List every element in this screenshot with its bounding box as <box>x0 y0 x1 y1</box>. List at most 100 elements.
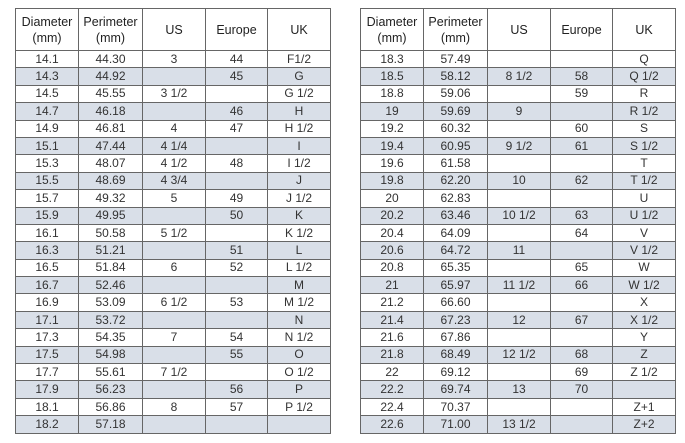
table-cell: Z <box>612 345 676 365</box>
table-cell <box>487 223 551 243</box>
table-cell: 11 1/2 <box>487 276 551 295</box>
table-cell <box>205 84 268 104</box>
table-cell: N <box>267 310 331 330</box>
table-cell: 69 <box>550 363 613 382</box>
table-cell: 53 <box>205 293 268 312</box>
table-row: 14.5 45.55 3 1/2 G 1/2 <box>15 84 331 104</box>
table-cell: H 1/2 <box>267 119 331 138</box>
table-cell: 55.61 <box>78 363 143 382</box>
table-cell: K 1/2 <box>267 223 331 243</box>
table-cell: 18.8 <box>360 84 424 104</box>
table-row: 15.5 48.69 4 3/4 J <box>15 171 331 191</box>
table-cell: 70 <box>550 380 613 399</box>
table-cell: 19.4 <box>360 136 424 156</box>
table-cell: 59.69 <box>423 102 488 121</box>
table-row: 18.1 56.86 8 57 P 1/2 <box>15 397 331 417</box>
table-cell: 17.5 <box>15 345 79 365</box>
table-cell: 51.84 <box>78 258 143 278</box>
table-cell: U 1/2 <box>612 206 676 225</box>
table-cell: 19.8 <box>360 171 424 191</box>
table-cell: 59 <box>550 84 613 104</box>
table-cell: 55 <box>205 345 268 365</box>
table-cell: 21.6 <box>360 328 424 347</box>
table-cell: 3 <box>142 49 206 69</box>
table-cell: Z 1/2 <box>612 363 676 382</box>
table-cell: 18.5 <box>360 67 424 86</box>
table-cell: 18.3 <box>360 49 424 69</box>
table-cell: 63 <box>550 206 613 225</box>
table-cell: 15.3 <box>15 154 79 173</box>
table-cell: J 1/2 <box>267 189 331 208</box>
table-cell: 45 <box>205 67 268 86</box>
column-header: Diameter (mm) <box>15 8 79 51</box>
table-cell: 20.4 <box>360 223 424 243</box>
table-cell: 16.1 <box>15 223 79 243</box>
table-cell: L 1/2 <box>267 258 331 278</box>
table-cell <box>487 258 551 278</box>
table-cell: 4 <box>142 119 206 138</box>
table-cell <box>550 328 613 347</box>
table-cell <box>550 154 613 173</box>
table-row: 16.1 50.58 5 1/2 K 1/2 <box>15 223 331 243</box>
table-cell: 46.81 <box>78 119 143 138</box>
table-cell: 8 <box>142 397 206 417</box>
table-cell: 61.58 <box>423 154 488 173</box>
table-cell: 48.69 <box>78 171 143 191</box>
table-cell: 11 <box>487 241 551 260</box>
table-row: 18.3 57.49 Q <box>360 49 676 69</box>
table-cell: 62.83 <box>423 189 488 208</box>
table-cell: 20.6 <box>360 241 424 260</box>
table-cell: 19.2 <box>360 119 424 138</box>
table-row: 18.2 57.18 <box>15 415 331 434</box>
column-header: Europe <box>205 8 268 51</box>
table-cell: 14.3 <box>15 67 79 86</box>
table-cell: 6 1/2 <box>142 293 206 312</box>
table-cell: T <box>612 154 676 173</box>
header-row: Diameter (mm) Perimeter (mm) US Europe UK <box>15 8 331 51</box>
table-cell: 66.60 <box>423 293 488 312</box>
table-cell: 4 1/4 <box>142 136 206 156</box>
table-row: 19.4 60.95 9 1/2 61 S 1/2 <box>360 136 676 156</box>
table-cell <box>142 67 206 86</box>
table-row: 18.8 59.06 59 R <box>360 84 676 104</box>
table-cell: 5 <box>142 189 206 208</box>
table-cell: 56.86 <box>78 397 143 417</box>
table-cell: T 1/2 <box>612 171 676 191</box>
table-cell <box>487 293 551 312</box>
table-cell: O <box>267 345 331 365</box>
table-cell: 46.18 <box>78 102 143 121</box>
table-row: 21.4 67.23 12 67 X 1/2 <box>360 310 676 330</box>
table-cell: 21.8 <box>360 345 424 365</box>
table-cell: 14.1 <box>15 49 79 69</box>
table-row: 20.4 64.09 64 V <box>360 223 676 243</box>
table-cell: 15.1 <box>15 136 79 156</box>
table-cell <box>205 171 268 191</box>
table-cell: 14.5 <box>15 84 79 104</box>
column-header: US <box>487 8 551 51</box>
table-cell: 18.2 <box>15 415 79 434</box>
table-cell: 7 <box>142 328 206 347</box>
table-cell: 21.2 <box>360 293 424 312</box>
table-row: 21.8 68.49 12 1/2 68 Z <box>360 345 676 365</box>
table-cell: 53.72 <box>78 310 143 330</box>
table-row: 19 59.69 9 R 1/2 <box>360 102 676 121</box>
table-cell: 60.95 <box>423 136 488 156</box>
table-cell: 8 1/2 <box>487 67 551 86</box>
table-cell: 59.06 <box>423 84 488 104</box>
table-cell: 22.4 <box>360 397 424 417</box>
table-cell: I 1/2 <box>267 154 331 173</box>
table-cell: 52.46 <box>78 276 143 295</box>
table-row: 16.7 52.46 M <box>15 276 331 295</box>
column-header: Perimeter (mm) <box>423 8 488 51</box>
table-cell: 15.5 <box>15 171 79 191</box>
table-cell <box>550 397 613 417</box>
table-cell: V <box>612 223 676 243</box>
table-cell: 19 <box>360 102 424 121</box>
table-row: 19.8 62.20 10 62 T 1/2 <box>360 171 676 191</box>
table-cell <box>205 223 268 243</box>
table-cell: X <box>612 293 676 312</box>
table-cell: P <box>267 380 331 399</box>
table-cell <box>550 293 613 312</box>
table-cell: R <box>612 84 676 104</box>
table-row: 17.7 55.61 7 1/2 O 1/2 <box>15 363 331 382</box>
